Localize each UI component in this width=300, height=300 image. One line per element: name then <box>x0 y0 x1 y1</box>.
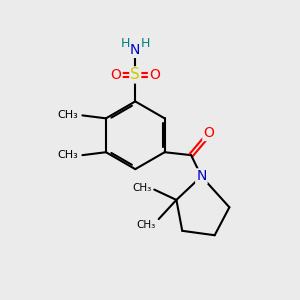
Text: N: N <box>130 43 140 57</box>
Text: O: O <box>149 68 160 82</box>
Text: H: H <box>120 37 130 50</box>
Text: O: O <box>203 126 214 140</box>
Text: CH₃: CH₃ <box>132 183 152 193</box>
Text: S: S <box>130 68 140 82</box>
Text: H: H <box>141 37 150 50</box>
Text: N: N <box>196 169 207 183</box>
Text: CH₃: CH₃ <box>57 110 78 120</box>
Text: CH₃: CH₃ <box>57 150 78 160</box>
Text: O: O <box>111 68 122 82</box>
Text: CH₃: CH₃ <box>136 220 156 230</box>
